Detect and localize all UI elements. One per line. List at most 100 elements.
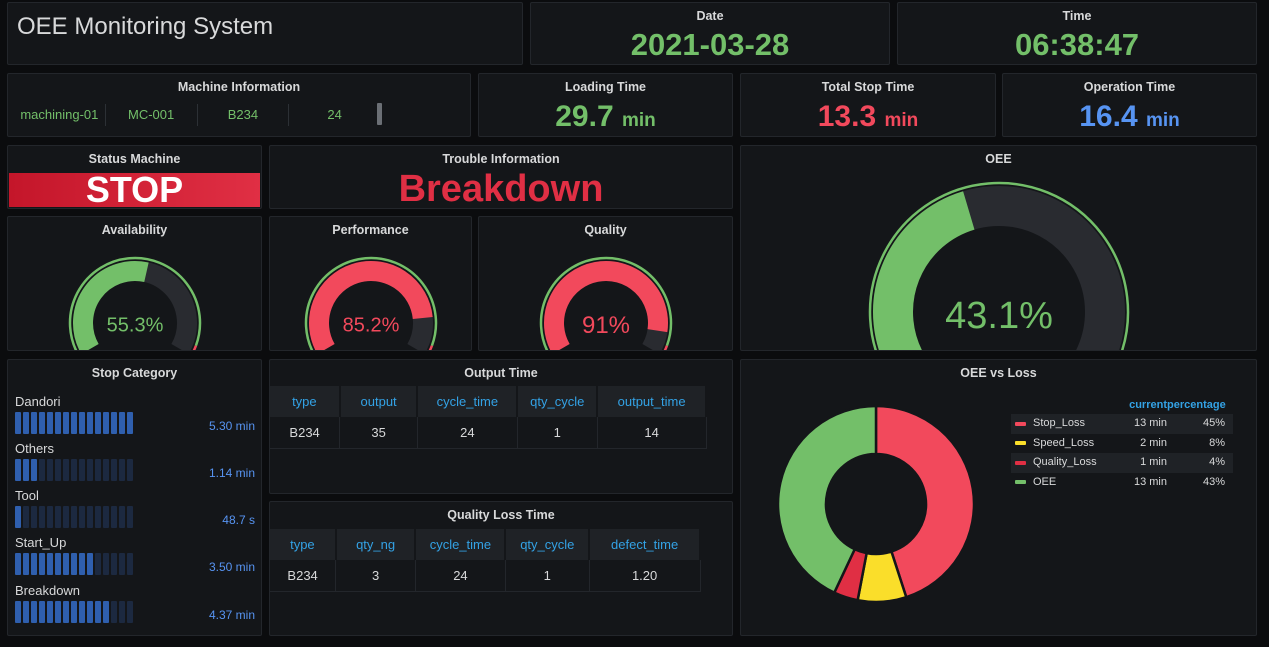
machine-part: B234 xyxy=(198,104,290,126)
quality-loss-time-title: Quality Loss Time xyxy=(447,508,555,522)
bar-cell xyxy=(127,553,133,575)
bar-cell xyxy=(47,553,53,575)
stop-category-row: Dandori 5.30 min xyxy=(15,394,255,434)
bar-cell xyxy=(71,601,77,623)
time-label: Time xyxy=(1062,9,1092,23)
date-value: 2021-03-28 xyxy=(630,27,790,62)
oee-gauge: 43.1% xyxy=(868,181,1130,350)
column-header[interactable]: output_time xyxy=(597,386,707,417)
legend-header-current[interactable]: current xyxy=(1129,399,1167,411)
bar-cell xyxy=(23,601,29,623)
table-cell: 1 xyxy=(505,560,590,592)
legend-percentage: 4% xyxy=(1209,456,1225,468)
legend-swatch xyxy=(1015,460,1026,465)
bar-cell xyxy=(87,601,93,623)
bar-cell xyxy=(39,412,45,434)
title-panel: OEE Monitoring System xyxy=(7,2,523,65)
table-cell: 3 xyxy=(335,560,416,592)
bar-cell xyxy=(111,601,117,623)
bar-cell xyxy=(63,601,69,623)
bar-cell xyxy=(47,601,53,623)
bar-cell xyxy=(55,506,61,528)
bar-cell xyxy=(119,601,125,623)
oee-vs-loss-panel: OEE vs Loss current percentage Stop_Loss… xyxy=(740,359,1257,636)
stop-category-row: Start_Up 3.50 min xyxy=(15,535,255,575)
bar-cell xyxy=(119,553,125,575)
performance-gauge-threshold-green xyxy=(304,256,438,350)
legend-item[interactable]: Quality_Loss 1 min 4% xyxy=(1011,453,1233,473)
column-header[interactable]: qty_cycle xyxy=(505,529,591,560)
column-header[interactable]: qty_ng xyxy=(335,529,417,560)
oee-gauge-value: 43.1% xyxy=(945,295,1053,337)
stop-category-value: 4.37 min xyxy=(208,608,255,622)
legend-header-percentage[interactable]: percentage xyxy=(1167,399,1226,411)
loading-time-value: 29.7 xyxy=(555,100,614,133)
bar-cell xyxy=(119,506,125,528)
legend-swatch xyxy=(1015,441,1026,446)
bar-cell xyxy=(111,506,117,528)
loading-time-panel: Loading Time 29.7 min xyxy=(478,73,733,137)
column-header[interactable]: type xyxy=(270,386,341,417)
bar-cell xyxy=(15,553,21,575)
column-header[interactable]: type xyxy=(270,529,337,560)
donut-slice-stop-loss[interactable] xyxy=(874,404,976,599)
machine-info-scrollbar[interactable] xyxy=(377,103,382,125)
stop-category-label: Tool xyxy=(15,488,39,503)
column-header[interactable]: qty_cycle xyxy=(517,386,599,417)
legend-item[interactable]: OEE 13 min 43% xyxy=(1011,473,1233,493)
bar-cell xyxy=(31,459,37,481)
availability-gauge-value: 55.3% xyxy=(107,314,164,336)
legend-item[interactable]: Stop_Loss 13 min 45% xyxy=(1011,414,1233,434)
column-header[interactable]: cycle_time xyxy=(417,386,519,417)
oee-label: OEE xyxy=(985,152,1012,166)
bar-cell xyxy=(31,506,37,528)
bar-cell xyxy=(79,459,85,481)
legend-percentage: 45% xyxy=(1202,417,1225,429)
status-machine-label: Status Machine xyxy=(88,152,181,166)
stop-category-row: Others 1.14 min xyxy=(15,441,255,481)
table-cell: 35 xyxy=(339,417,418,449)
donut-slice-oee[interactable] xyxy=(776,404,878,595)
trouble-info-panel: Trouble Information Breakdown xyxy=(269,145,733,209)
oee-gauge-fill xyxy=(873,191,976,350)
bar-cell xyxy=(79,601,85,623)
bar-cell xyxy=(103,601,109,623)
oee-gauge-threshold-green xyxy=(868,181,1130,350)
operation-time-stat: 16.4 min xyxy=(1003,100,1256,134)
bar-cell xyxy=(111,553,117,575)
legend-name: Quality_Loss xyxy=(1033,456,1097,468)
column-header[interactable]: cycle_time xyxy=(415,529,507,560)
stop-category-label: Others xyxy=(15,441,55,456)
bar-cell xyxy=(95,412,101,434)
bar-cell xyxy=(63,506,69,528)
stop-category-value: 48.7 s xyxy=(222,513,255,527)
bar-cell xyxy=(23,553,29,575)
stop-category-bar xyxy=(15,553,255,575)
bar-cell xyxy=(111,459,117,481)
operation-time-panel: Operation Time 16.4 min xyxy=(1002,73,1257,137)
bar-cell xyxy=(39,601,45,623)
bar-cell xyxy=(55,459,61,481)
performance-label: Performance xyxy=(332,223,409,237)
date-panel: Date 2021-03-28 xyxy=(530,2,890,65)
quality-loss-time-panel: Quality Loss Time type qty_ng cycle_time… xyxy=(269,501,733,636)
bar-cell xyxy=(23,412,29,434)
loading-time-stat: 29.7 min xyxy=(479,100,732,134)
status-badge: STOP xyxy=(9,172,260,208)
legend-current: 13 min xyxy=(1133,417,1167,429)
machine-info-row: machining-01 MC-001 B234 24 xyxy=(14,100,380,130)
legend-name: Speed_Loss xyxy=(1033,436,1095,449)
bar-cell xyxy=(127,412,133,434)
machine-name: machining-01 xyxy=(14,104,106,126)
bar-cell xyxy=(15,412,21,434)
bar-cell xyxy=(79,553,85,575)
loading-time-label: Loading Time xyxy=(564,80,647,94)
column-header[interactable]: output xyxy=(339,386,419,417)
output-time-table: type output cycle_time qty_cycle output_… xyxy=(270,386,707,449)
oee-vs-loss-legend: current percentage Stop_Loss 13 min 45% … xyxy=(1011,396,1233,492)
output-time-title: Output Time xyxy=(464,366,538,380)
column-header[interactable]: defect_time xyxy=(589,529,701,560)
bar-cell xyxy=(15,601,21,623)
legend-item[interactable]: Speed_Loss 2 min 8% xyxy=(1011,434,1233,454)
total-stop-time-label: Total Stop Time xyxy=(821,80,915,94)
